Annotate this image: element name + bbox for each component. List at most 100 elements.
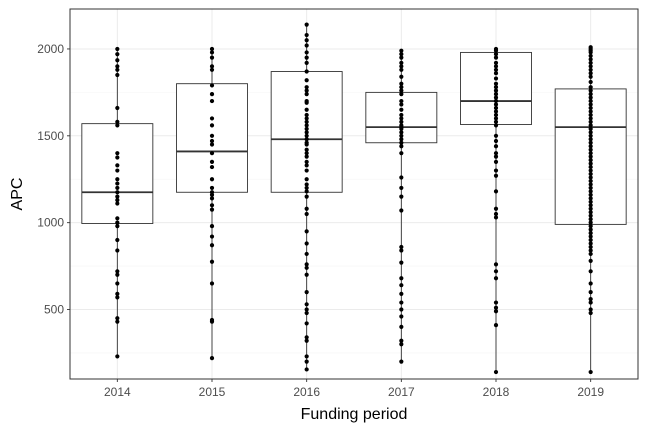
data-point-2014	[115, 181, 120, 186]
data-point-2014	[115, 201, 120, 206]
data-point-2019	[588, 161, 593, 166]
data-point-2019	[588, 154, 593, 159]
data-point-2017	[399, 300, 404, 305]
data-point-2016	[304, 151, 309, 156]
data-point-2019	[588, 92, 593, 97]
data-point-2019	[588, 119, 593, 125]
data-point-2019	[588, 290, 593, 295]
data-point-2017	[399, 314, 404, 319]
data-point-2016	[304, 100, 309, 105]
data-point-2014	[115, 272, 120, 277]
data-point-2015	[209, 159, 215, 164]
data-point-2017	[399, 359, 404, 364]
data-point-2018	[493, 323, 499, 328]
data-point-2016	[304, 159, 309, 164]
data-point-2016	[304, 194, 309, 199]
data-point-2019	[588, 310, 593, 316]
data-point-2018	[493, 138, 499, 144]
data-point-2016	[304, 107, 309, 112]
panel-border	[69, 8, 639, 380]
data-point-2016	[304, 182, 309, 187]
data-point-2014	[115, 67, 120, 72]
data-point-2018	[493, 92, 499, 97]
data-point-2016	[304, 92, 309, 97]
data-point-2015	[209, 64, 215, 69]
data-point-2016	[304, 43, 309, 48]
data-point-2018	[493, 85, 499, 90]
data-point-2019	[588, 130, 593, 135]
data-point-2019	[588, 369, 593, 375]
data-point-2019	[588, 126, 593, 131]
data-point-2016	[304, 123, 309, 128]
data-point-2016	[304, 177, 309, 182]
data-point-2018	[493, 95, 499, 100]
data-point-2019	[588, 116, 593, 121]
data-point-2019	[588, 74, 593, 79]
data-point-2014	[115, 72, 120, 78]
data-point-2019	[588, 95, 593, 100]
data-point-2014	[115, 291, 120, 296]
data-point-2018	[493, 98, 499, 104]
data-point-2016	[304, 55, 309, 60]
data-point-2018	[493, 159, 499, 164]
data-point-2019	[588, 230, 593, 236]
data-point-2015	[209, 281, 215, 286]
data-point-2019	[588, 251, 593, 257]
data-point-2016	[304, 168, 309, 173]
x-tick-label: 2015	[199, 385, 226, 399]
data-point-2017	[399, 92, 404, 97]
data-point-2015	[209, 259, 215, 264]
data-point-2016	[304, 116, 309, 121]
data-point-2016	[304, 147, 309, 152]
data-point-2016	[304, 78, 309, 83]
data-point-2016	[304, 112, 309, 118]
data-point-2015	[209, 98, 215, 104]
data-point-2019	[588, 151, 593, 156]
data-point-2016	[304, 229, 309, 234]
data-point-2018	[493, 173, 499, 178]
x-tick-label: 2017	[388, 385, 415, 399]
data-point-2019	[588, 296, 593, 302]
data-point-2016	[304, 22, 309, 27]
box-iqr	[81, 123, 154, 224]
data-point-2015	[209, 192, 215, 197]
data-point-2018	[493, 64, 499, 69]
data-point-2014	[115, 58, 120, 63]
data-point-2018	[493, 269, 499, 274]
data-point-2019	[588, 109, 593, 114]
data-point-2017	[399, 208, 404, 213]
data-point-2014	[115, 119, 120, 125]
data-point-2016	[304, 307, 309, 312]
data-point-2014	[115, 151, 120, 156]
x-axis-title: Funding period	[301, 406, 408, 423]
data-point-2015	[209, 67, 215, 72]
data-point-2014	[115, 168, 120, 173]
data-point-2014	[115, 194, 120, 199]
data-point-2019	[588, 133, 593, 138]
data-point-2015	[209, 83, 215, 88]
data-point-2014	[115, 52, 120, 57]
data-point-2019	[588, 217, 593, 222]
data-point-2019	[588, 192, 593, 197]
data-point-2016	[304, 359, 309, 364]
data-point-2015	[209, 207, 215, 212]
data-point-2018	[493, 369, 499, 375]
data-point-2018	[493, 305, 499, 310]
data-point-2015	[209, 243, 215, 248]
y-tick-label: 2000	[37, 42, 64, 56]
data-point-2016	[304, 88, 309, 93]
data-point-2015	[209, 234, 215, 239]
data-point-2019	[588, 144, 593, 149]
data-point-2018	[493, 123, 499, 128]
x-tick-label: 2014	[104, 385, 131, 399]
data-point-2018	[493, 309, 499, 314]
data-point-2015	[209, 151, 215, 156]
data-point-2019	[588, 147, 593, 152]
data-point-2015	[209, 164, 215, 170]
data-point-2014	[115, 224, 120, 229]
data-point-2019	[588, 57, 593, 62]
data-point-2015	[209, 55, 215, 60]
data-point-2019	[588, 189, 593, 194]
data-point-2019	[588, 64, 593, 69]
